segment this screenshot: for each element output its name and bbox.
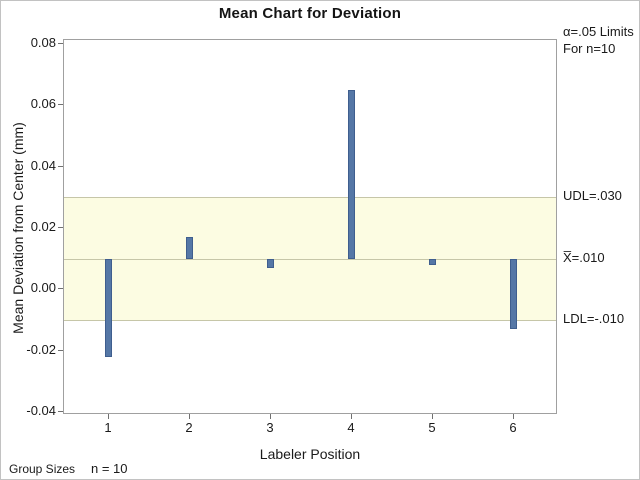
ldl-line bbox=[64, 320, 556, 321]
y-tick-mark bbox=[58, 349, 63, 351]
x-tick-mark bbox=[351, 414, 352, 419]
y-tick-mark bbox=[58, 411, 63, 412]
limits-annotation: α=.05 Limits For n=10 bbox=[563, 23, 634, 57]
x-tick-mark bbox=[513, 414, 514, 419]
group-size-value: n = 10 bbox=[91, 461, 128, 476]
x-tick-label: 1 bbox=[104, 420, 112, 435]
group-sizes-label: Group Sizes bbox=[9, 462, 76, 476]
y-tick-mark bbox=[58, 288, 63, 290]
y-tick-label: 0.02 bbox=[30, 219, 56, 234]
x-tick-label: 3 bbox=[266, 420, 274, 435]
alpha-limits-line: α=.05 Limits bbox=[563, 24, 634, 39]
y-tick-label: 0.06 bbox=[30, 96, 56, 112]
mean-bar-position-2 bbox=[186, 237, 193, 259]
udl-label: UDL=.030 bbox=[563, 188, 622, 204]
y-tick-label: -0.02 bbox=[26, 341, 56, 357]
x-axis-title: Labeler Position bbox=[259, 446, 361, 462]
mean-bar-position-1 bbox=[105, 258, 112, 357]
y-tick-label: -0.04 bbox=[26, 403, 56, 418]
x-tick-label: 4 bbox=[347, 420, 355, 435]
udl-line bbox=[64, 197, 556, 199]
y-tick-label: 0.00 bbox=[30, 280, 56, 296]
x-tick-mark bbox=[432, 414, 433, 419]
x-tick-mark bbox=[270, 414, 271, 419]
mean-bar-position-3 bbox=[267, 258, 274, 268]
y-tick-mark bbox=[58, 43, 63, 44]
alpha-n-line: For n=10 bbox=[563, 41, 616, 56]
x-tick-label: 5 bbox=[428, 420, 436, 435]
center-line bbox=[64, 258, 556, 260]
y-tick-label: 0.08 bbox=[30, 35, 56, 50]
xbar-label: X̅=.010 bbox=[563, 249, 605, 265]
y-tick-mark bbox=[58, 227, 63, 228]
x-tick-label: 2 bbox=[185, 420, 193, 435]
x-tick-mark bbox=[108, 414, 109, 419]
plot-area bbox=[63, 39, 557, 414]
mean-bar-position-4 bbox=[348, 90, 355, 259]
y-tick-mark bbox=[58, 165, 63, 167]
mean-bar-position-5 bbox=[429, 258, 436, 265]
mean-bar-position-6 bbox=[510, 258, 517, 330]
x-tick-mark bbox=[189, 414, 190, 419]
x-tick-label: 6 bbox=[509, 420, 517, 435]
y-tick-label: 0.04 bbox=[30, 157, 56, 173]
y-axis-title: Mean Deviation from Center (mm) bbox=[10, 122, 26, 334]
ldl-label: LDL=-.010 bbox=[563, 311, 625, 326]
y-tick-mark bbox=[58, 104, 63, 106]
chart-title: Mean Chart for Deviation bbox=[218, 5, 402, 22]
